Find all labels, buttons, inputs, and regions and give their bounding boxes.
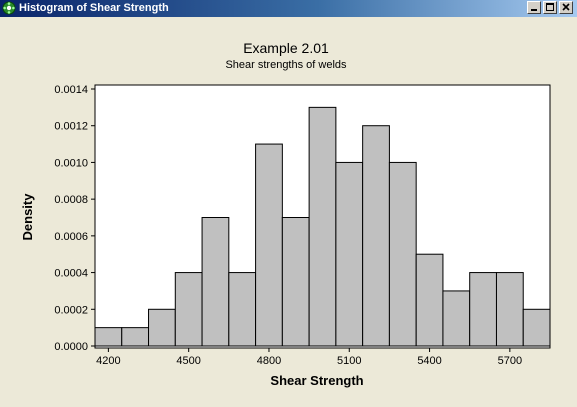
y-tick-label: 0.0006 [54, 231, 88, 243]
y-tick-label: 0.0010 [54, 157, 88, 169]
histogram-bar [469, 272, 497, 347]
minimize-icon [531, 9, 537, 11]
histogram-bar [362, 125, 390, 347]
x-tick-label: 4200 [96, 355, 120, 367]
histogram-bar [228, 272, 257, 347]
title-bar[interactable]: Histogram of Shear Strength [0, 0, 577, 17]
histogram-bar [335, 161, 364, 347]
x-tick-label: 4500 [176, 355, 200, 367]
histogram-bar [281, 217, 310, 347]
histogram-bar [415, 253, 444, 347]
histogram-bar [522, 308, 551, 347]
histogram-bar [308, 106, 337, 347]
histogram-bar [94, 327, 123, 347]
x-tick-label: 4800 [257, 355, 281, 367]
chart-title: Example 2.01 [243, 40, 329, 56]
histogram-bar [495, 272, 524, 347]
maximize-button[interactable] [543, 1, 557, 14]
y-tick-label: 0.0002 [54, 304, 88, 316]
y-axis: 0.0000 0.0002 0.0004 0.0006 0.0008 0.0010 0.00… [54, 84, 95, 353]
x-axis: 4200 4500 4800 5100 5400 5700 [96, 348, 522, 367]
chart-subtitle: Shear strengths of welds [225, 59, 347, 71]
histogram-bar [148, 308, 176, 347]
x-tick-label: 5700 [498, 355, 522, 367]
y-tick-label: 0.0004 [54, 268, 88, 280]
y-tick-label: 0.0014 [54, 84, 88, 96]
y-tick-label: 0.0012 [54, 121, 88, 133]
histogram-bars [94, 106, 551, 347]
maximize-icon [546, 3, 554, 11]
x-tick-label: 5100 [337, 355, 361, 367]
x-axis-label: Shear Strength [270, 373, 363, 388]
close-icon [562, 3, 570, 11]
graph-window-icon [2, 1, 16, 15]
histogram-bar [121, 327, 150, 347]
histogram-bar [255, 143, 283, 347]
histogram-bar [174, 272, 203, 347]
chart-area: Example 2.01 Shear strengths of welds 0.… [2, 18, 575, 402]
y-tick-label: 0.0008 [54, 194, 88, 206]
minimize-button[interactable] [527, 1, 541, 14]
histogram-bar [442, 290, 471, 347]
window-title: Histogram of Shear Strength [19, 2, 169, 14]
histogram-bar [388, 161, 417, 347]
y-tick-label: 0.0000 [54, 341, 88, 353]
x-tick-label: 5400 [417, 355, 441, 367]
histogram-bar [201, 217, 230, 347]
histogram-chart: Example 2.01 Shear strengths of welds 0.… [20, 40, 551, 388]
y-axis-label: Density [20, 193, 35, 241]
close-button[interactable] [559, 1, 573, 14]
